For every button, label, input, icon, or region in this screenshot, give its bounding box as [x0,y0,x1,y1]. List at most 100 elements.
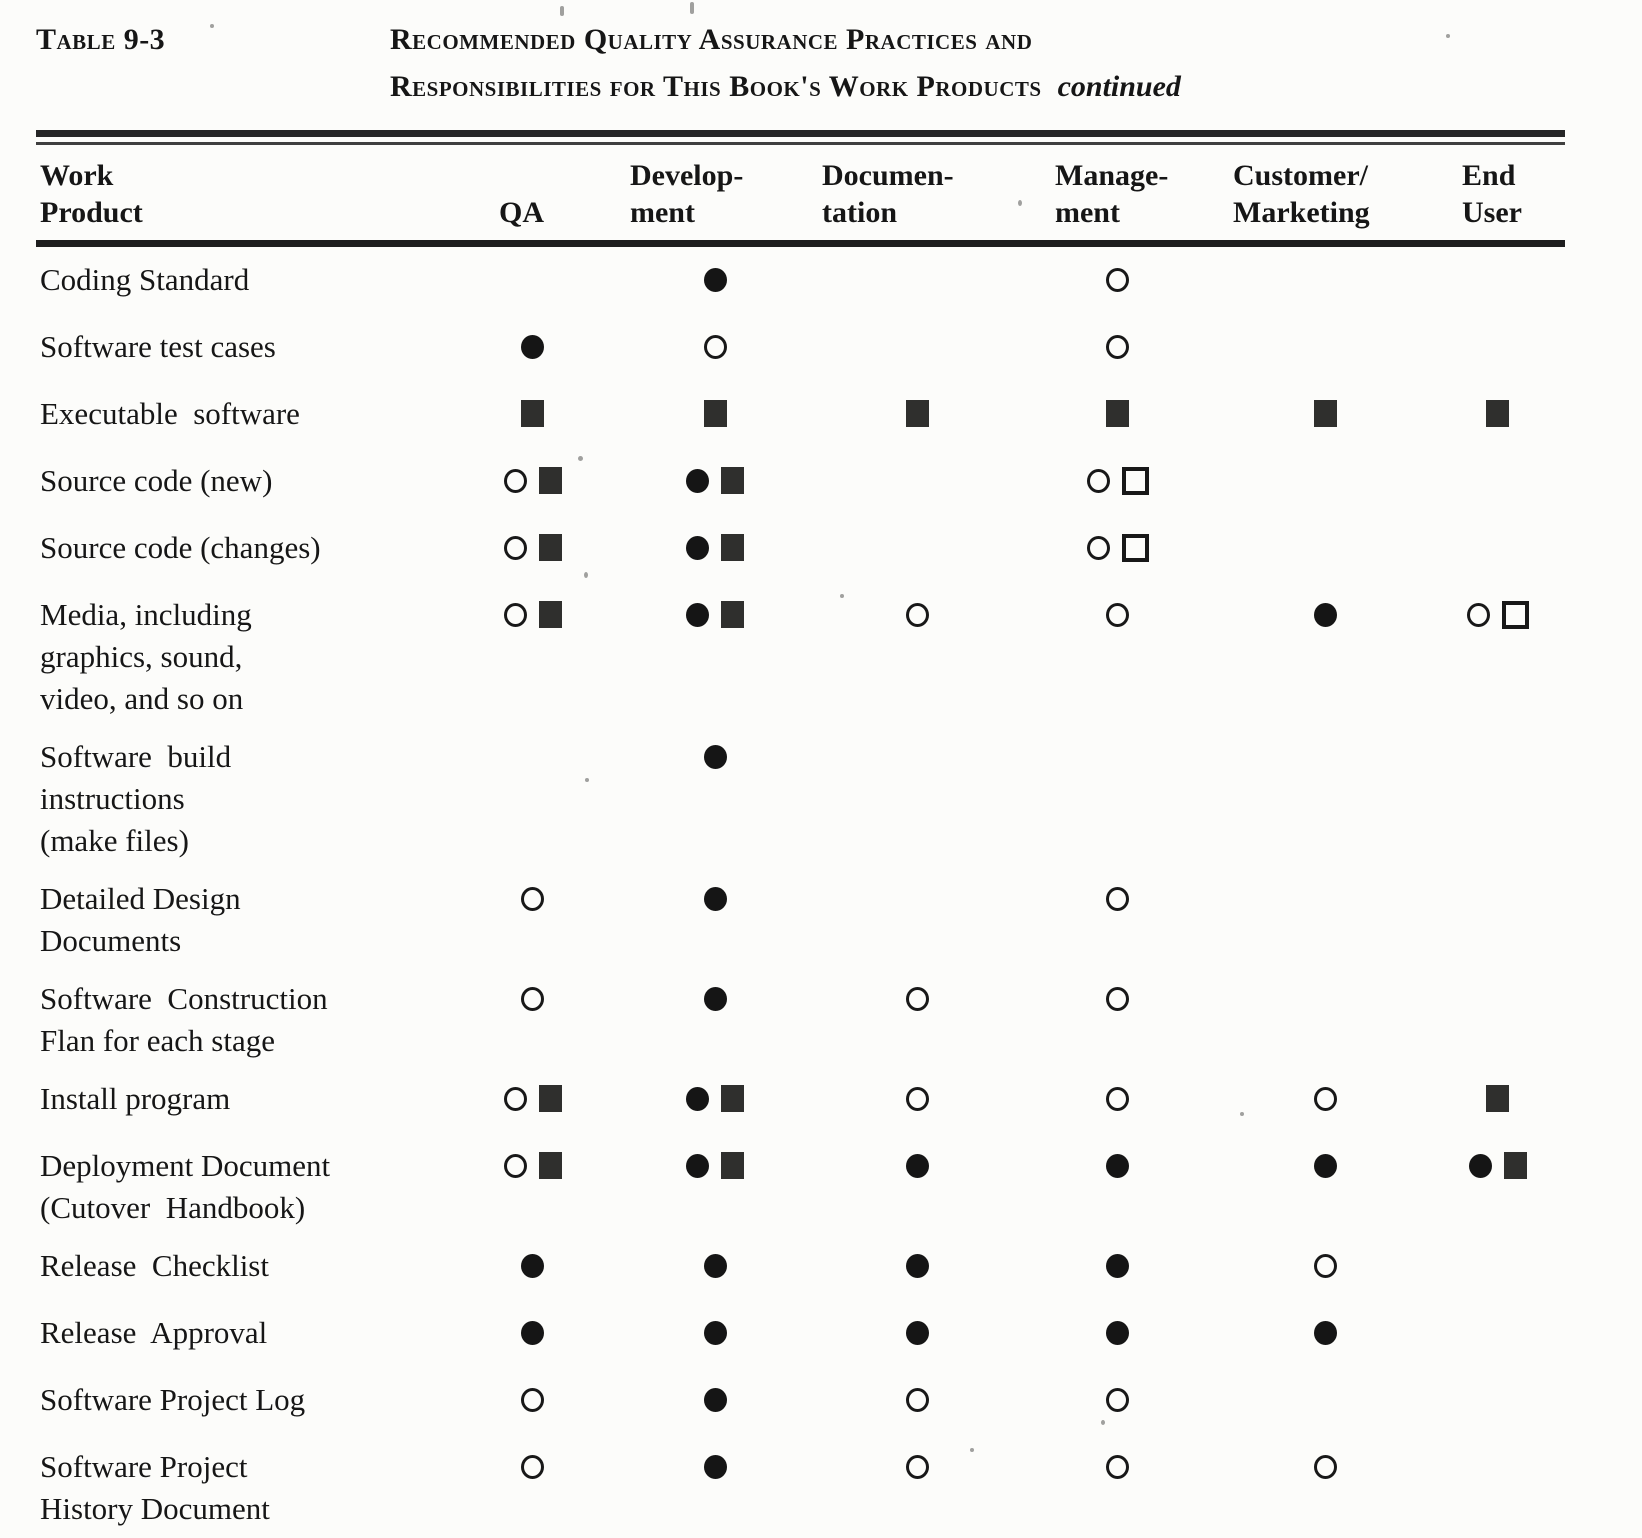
column-header-line: End [1462,159,1516,192]
symbol-cell-development [610,527,820,594]
symbol-cell-end_user [1430,1245,1565,1312]
symbol-cell-development [610,393,820,460]
table-row: Release Checklist [36,1245,1565,1312]
work-product-name-line: Documents [40,923,182,958]
symbol-cell-documentation [820,1145,1015,1245]
symbol-cell-qa [455,736,610,878]
scan-speck [840,594,844,598]
table-row: Release Approval [36,1312,1565,1379]
open-circle-icon [521,987,544,1011]
open-circle-icon [503,603,527,627]
symbol-cell-end_user [1430,878,1565,978]
table-row: Software Project Log [36,1379,1565,1446]
work-product-name-line: Source code (new) [40,463,273,498]
work-product-name-line: Flan for each stage [40,1023,275,1058]
symbol-cell-end_user [1430,736,1565,878]
filled-circle-icon [686,536,709,560]
symbol-cell-end_user [1430,1446,1565,1538]
table-number-label: Table 9-3 [36,23,166,56]
table-body: Coding Standard Software test cases Execut… [36,244,1565,1538]
column-header-line: Develop- [630,159,744,192]
symbol-cell-development [610,1078,820,1145]
symbol-cell-management [1015,1312,1220,1379]
open-circle-icon [1106,1455,1129,1479]
symbol-cell-management [1015,326,1220,393]
filled-circle-icon [1468,1154,1492,1178]
scan-speck [584,572,588,578]
symbol-cell-documentation [820,1078,1015,1145]
open-circle-icon [906,1087,929,1111]
symbol-cell-qa [455,527,610,594]
symbol-cell-development [610,736,820,878]
filled-circle-icon [521,1321,544,1345]
table-row: Deployment Document (Cutover Handbook) [36,1145,1565,1245]
open-circle-icon [1313,1087,1337,1111]
symbol-cell-qa [455,244,610,327]
filled-square-icon [721,1085,744,1112]
open-circle-icon [1313,1455,1337,1479]
symbol-cell-end_user [1430,326,1565,393]
open-circle-icon [503,1087,527,1111]
filled-circle-icon [1106,1321,1129,1345]
open-circle-icon [906,987,929,1011]
open-circle-icon [1106,987,1129,1011]
symbol-cell-development [610,244,820,327]
open-circle-icon [1313,1254,1337,1278]
column-header-line: ment [630,196,695,229]
table-row: Media, including graphics, sound, video, a… [36,594,1565,736]
work-product-cell: Release Approval [36,1312,455,1379]
symbol-cell-management [1015,460,1220,527]
work-product-cell: Software Construction Flan for each stage [36,978,455,1078]
symbol-cell-qa [455,1446,610,1538]
filled-circle-icon [686,1087,709,1111]
filled-square-icon [721,467,744,494]
symbol-cell-end_user [1430,1078,1565,1145]
symbol-cell-development [610,594,820,736]
work-product-cell: Software Project Log [36,1379,455,1446]
filled-circle-icon [906,1154,929,1178]
scan-speck [560,6,564,16]
symbol-cell-qa [455,1245,610,1312]
table-row: Software test cases [36,326,1565,393]
column-header-documentation: Documen-tation [820,145,1015,247]
symbol-cell-management [1015,1379,1220,1446]
table-row: Software build instructions (make files) [36,736,1565,878]
symbol-cell-development [610,1312,820,1379]
work-product-name-line: (make files) [40,823,189,858]
symbol-cell-qa [455,460,610,527]
filled-circle-icon [906,1254,929,1278]
symbol-cell-qa [455,1312,610,1379]
symbol-cell-customer_marketing [1220,1446,1430,1538]
symbol-cell-customer_marketing [1220,326,1430,393]
symbol-cell-management [1015,594,1220,736]
filled-square-icon [1486,1085,1509,1112]
work-product-cell: Executable software [36,393,455,460]
filled-circle-icon [1313,1154,1337,1178]
column-header-end_user: End User [1430,145,1565,247]
work-product-name-line: Source code (changes) [40,530,321,565]
symbol-cell-management [1015,393,1220,460]
filled-square-icon [1313,400,1337,427]
scan-speck [1240,1112,1244,1116]
work-product-name-line: Release Checklist [40,1248,269,1283]
symbol-cell-development [610,1379,820,1446]
symbol-cell-development [610,460,820,527]
column-header-line: tation [822,196,897,229]
column-header-development: Develop-ment [610,145,820,247]
filled-square-icon [538,1085,562,1112]
scan-speck [1101,1420,1105,1425]
filled-square-icon [721,534,744,561]
symbol-cell-management [1015,1446,1220,1538]
filled-circle-icon [703,268,727,292]
symbol-cell-documentation [820,878,1015,978]
symbol-cell-customer_marketing [1220,1145,1430,1245]
table-row: Software Project History Document [36,1446,1565,1538]
symbol-cell-end_user [1430,1312,1565,1379]
scan-speck [1018,200,1022,206]
work-product-name-line: graphics, sound, [40,639,243,674]
work-product-name-line: (Cutover Handbook) [40,1190,306,1225]
symbol-cell-customer_marketing [1220,1078,1430,1145]
symbol-cell-end_user [1430,978,1565,1078]
symbol-cell-qa [455,1145,610,1245]
work-product-name-line: Deployment Document [40,1148,331,1183]
